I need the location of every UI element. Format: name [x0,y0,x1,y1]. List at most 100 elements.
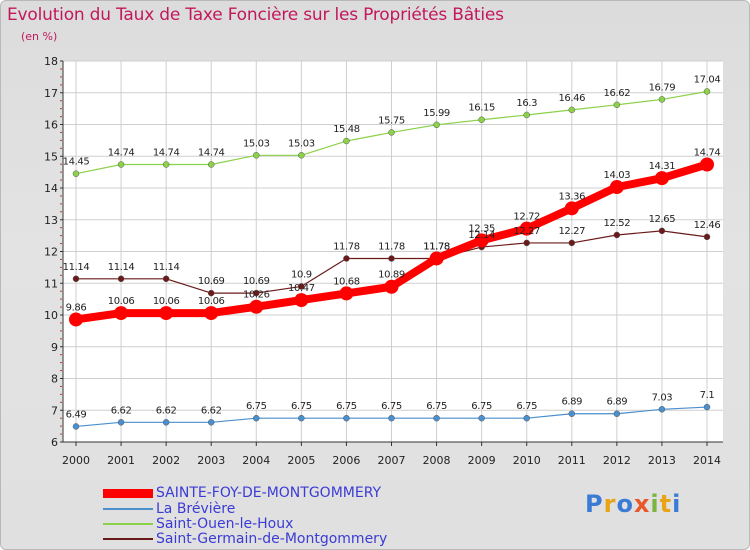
series-point-0 [339,286,354,301]
data-label: 6.75 [471,401,492,412]
series-point-0 [700,157,714,172]
logo-letter: x [633,490,651,518]
series-point-1 [568,410,576,417]
x-tick-label: 2011 [558,454,586,467]
series-point-2 [478,116,485,123]
y-tick-label: 7 [51,404,58,417]
series-point-3 [343,255,350,262]
data-label: 11.78 [333,241,360,252]
data-label: 14.74 [153,148,180,159]
series-point-0 [294,293,309,308]
y-tick-label: 17 [44,87,58,100]
data-label: 6.89 [607,397,628,408]
data-label: 11.78 [423,241,450,252]
data-label: 11.14 [63,262,90,273]
legend-label: Saint-Ouen-le-Houx [156,516,294,532]
proxiti-logo: Proxiti [585,490,681,518]
series-point-1 [523,414,530,422]
series-point-1 [658,406,666,413]
x-tick-label: 2009 [468,454,496,467]
x-tick-label: 2002 [152,454,180,467]
data-label: 14.74 [108,148,135,159]
series-point-3 [703,233,711,241]
data-label: 16.62 [604,88,631,99]
logo-letter: i [672,490,682,518]
x-tick-label: 2003 [197,454,225,467]
logo-letter: o [616,490,634,518]
y-tick-label: 6 [51,436,58,449]
y-tick-label: 8 [51,373,58,386]
data-label: 7.1 [700,390,715,401]
data-label: 11.14 [153,262,180,273]
x-tick-label: 2001 [107,454,135,467]
data-label: 15.99 [423,108,450,119]
data-label: 12.14 [468,230,495,241]
data-label: 10.06 [198,296,225,307]
x-tick-label: 2000 [62,454,90,467]
y-tick-label: 11 [44,277,58,290]
series-point-3 [568,239,576,247]
x-tick-label: 2007 [378,454,406,467]
logo-letter: r [603,490,617,518]
data-label: 17.04 [694,74,721,85]
legend-label: La Brévière [156,501,236,517]
y-tick-label: 14 [44,182,58,195]
data-label: 12.27 [513,226,540,237]
y-tick-label: 9 [51,341,58,354]
data-label: 12.27 [558,226,585,237]
x-tick-label: 2013 [648,454,676,467]
data-label: 11.78 [378,241,405,252]
data-label: 14.03 [604,170,631,181]
data-label: 6.62 [156,405,177,416]
logo-letter: i [650,490,660,518]
legend-swatch [103,508,153,510]
data-label: 10.47 [288,283,315,294]
series-point-1 [478,414,485,422]
legend-swatch [103,523,153,525]
series-point-3 [72,275,80,283]
data-label: 7.03 [652,392,673,403]
series-point-3 [253,289,260,297]
x-tick-label: 2012 [603,454,631,467]
series-point-2 [298,152,305,159]
series-point-0 [429,251,444,266]
data-label: 12.72 [513,212,540,223]
x-tick-label: 2004 [242,454,270,467]
series-point-2 [253,152,260,159]
data-label: 14.31 [649,161,676,172]
legend-swatch [103,488,153,498]
data-label: 10.06 [108,296,135,307]
series-point-1 [343,414,350,422]
series-point-3 [207,289,215,297]
y-tick-label: 16 [44,119,58,132]
data-label: 12.46 [694,220,721,231]
series-point-0 [654,171,669,186]
data-label: 10.06 [153,296,180,307]
series-point-2 [343,137,350,145]
series-point-2 [162,161,170,168]
series-point-1 [253,414,260,422]
series-point-1 [162,419,170,426]
data-label: 10.89 [378,270,405,281]
data-label: 15.48 [333,124,360,135]
data-label: 10.68 [333,276,360,287]
series-point-1 [72,423,80,430]
series-point-3 [388,255,395,262]
series-point-2 [703,88,711,95]
data-label: 6.75 [426,401,447,412]
y-axis-unit: (en %) [21,30,58,43]
x-tick-label: 2010 [513,454,541,467]
data-label: 9.86 [66,302,87,313]
series-point-2 [568,106,576,114]
series-point-0 [474,233,489,248]
data-label: 11.78 [423,241,450,252]
legend-swatch [103,538,153,540]
data-label: 14.74 [694,148,721,159]
data-label: 6.75 [381,401,402,412]
data-label: 15.03 [243,138,270,149]
series-point-1 [613,410,621,417]
series-point-3 [162,275,170,283]
series-point-2 [613,101,621,109]
series-point-0 [204,306,219,321]
